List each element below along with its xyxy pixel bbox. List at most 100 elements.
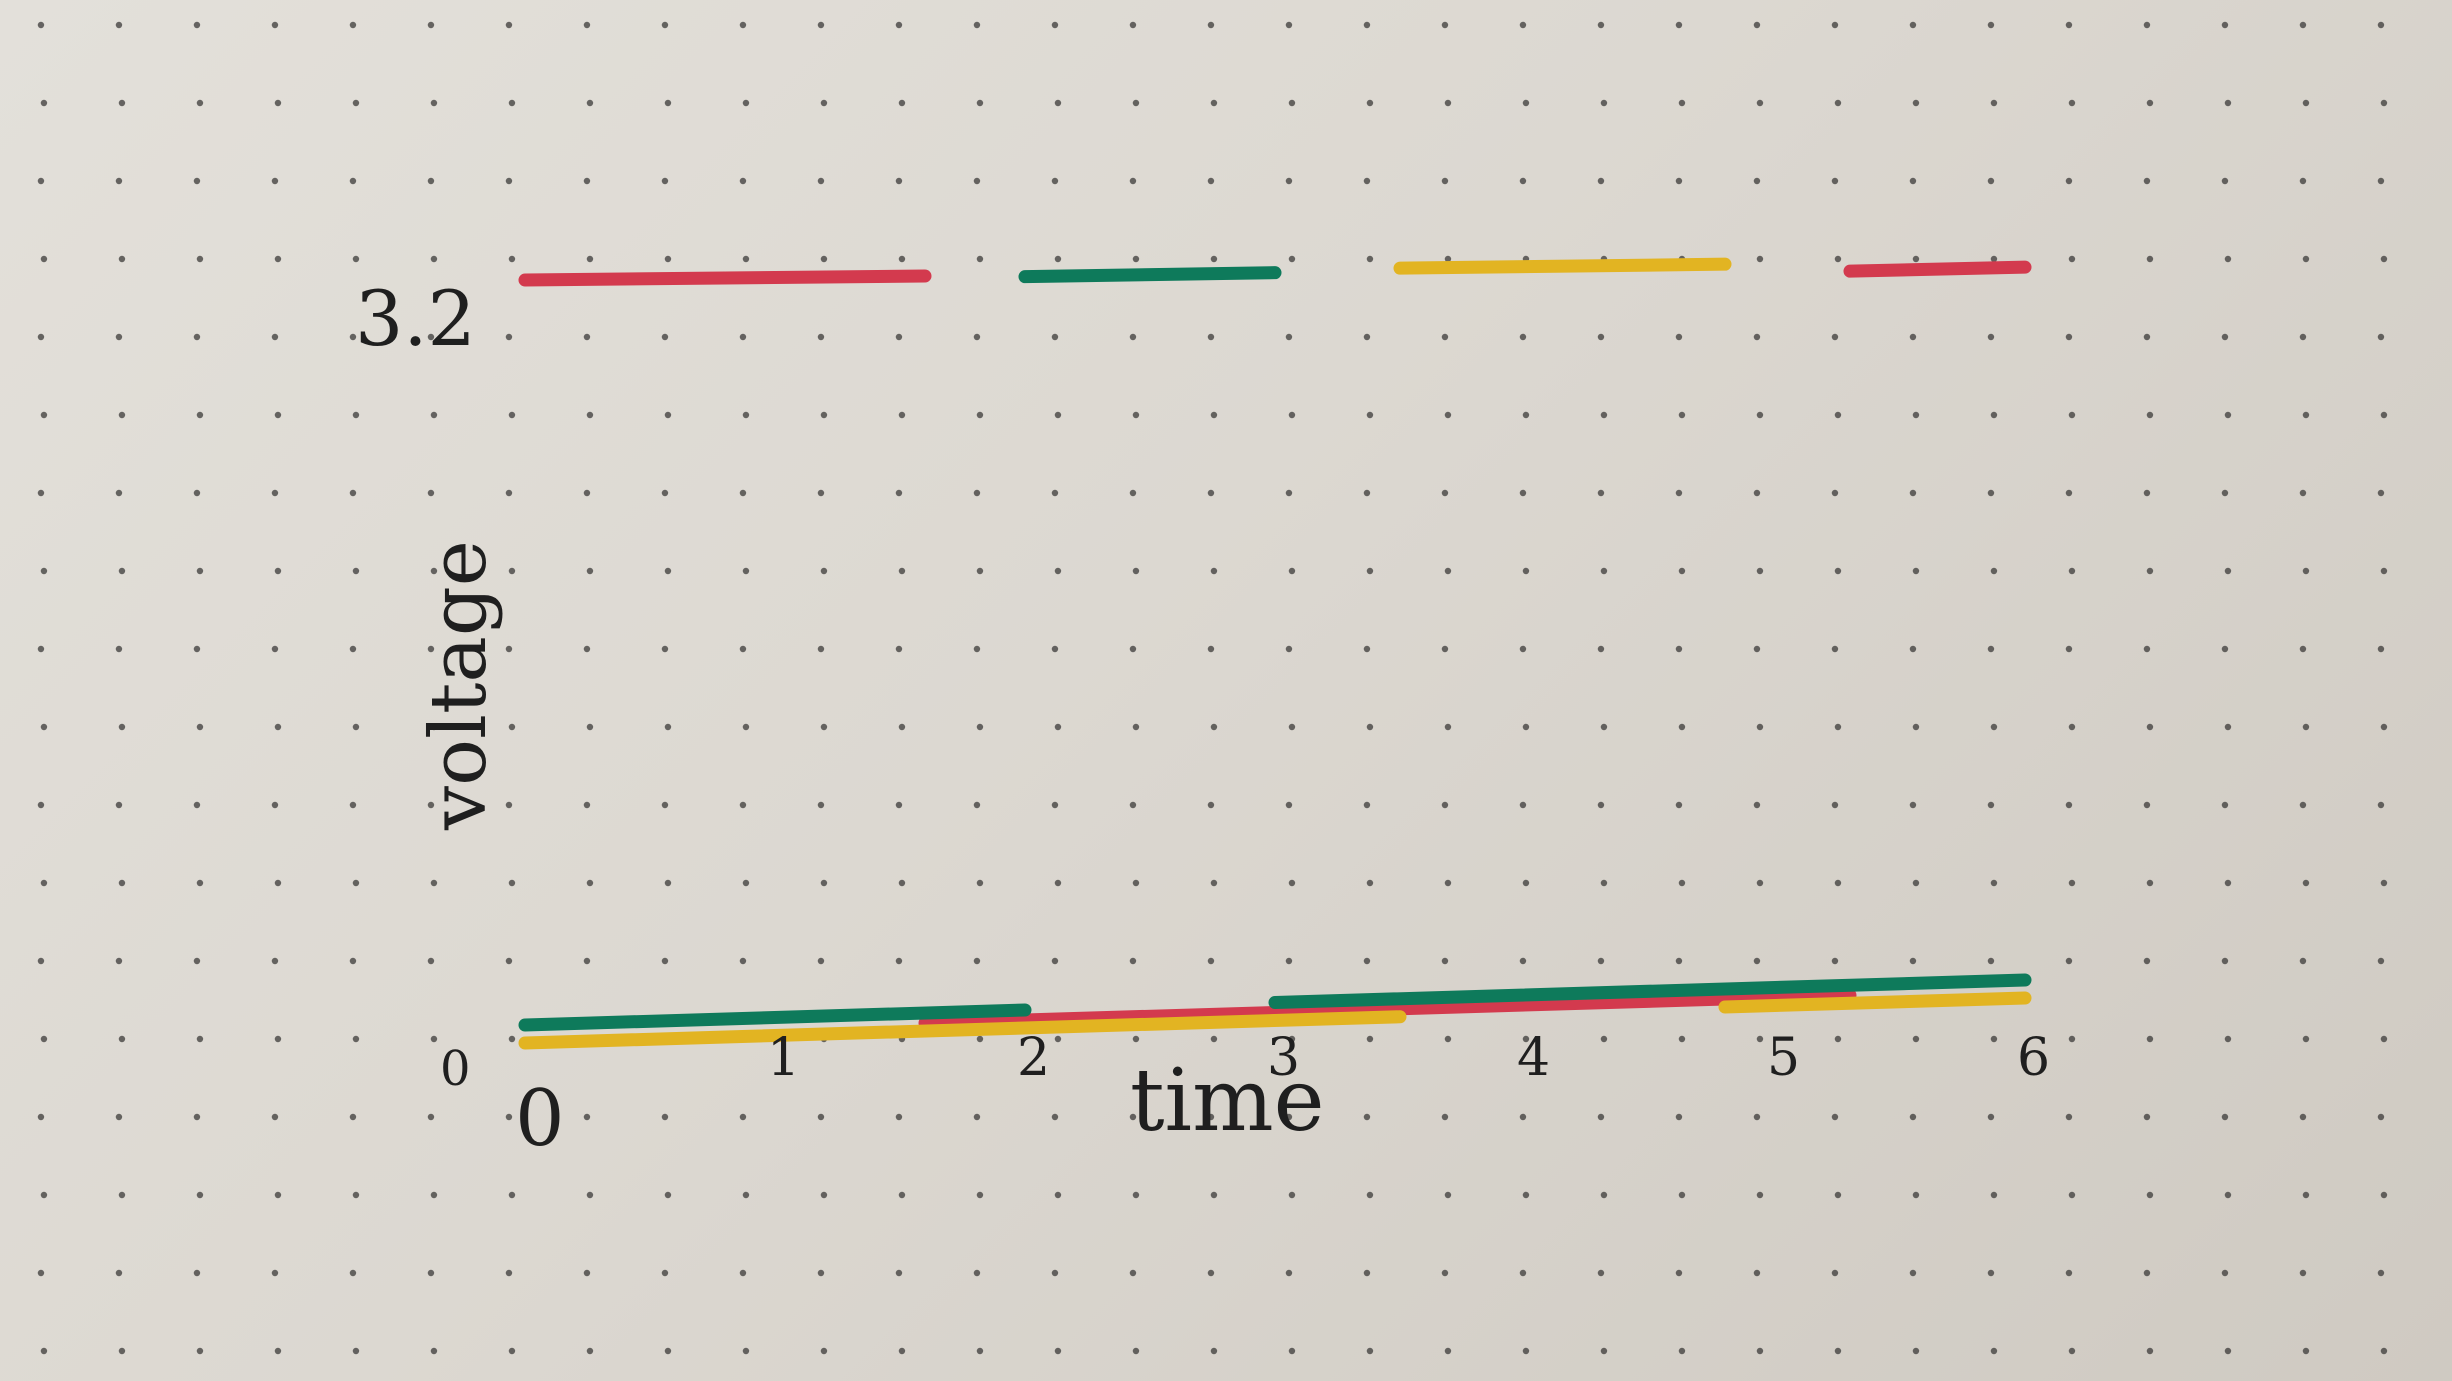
grid-dot <box>508 1347 516 1355</box>
grid-dot <box>2380 567 2388 575</box>
grid-dot <box>817 957 825 965</box>
grid-dot <box>583 21 591 29</box>
grid-dot <box>40 1347 48 1355</box>
grid-dot <box>1756 1191 1764 1199</box>
x-axis-label: time <box>1130 1051 1325 1151</box>
grid-dot <box>1909 645 1917 653</box>
grid-dot <box>820 1191 828 1199</box>
grid-dot <box>193 1269 201 1277</box>
grid-dot <box>739 1113 747 1121</box>
grid-dot <box>427 1269 435 1277</box>
grid-dot <box>1366 1347 1374 1355</box>
grid-dot <box>271 1269 279 1277</box>
grid-dot <box>1207 645 1215 653</box>
grid-dot <box>2068 1191 2076 1199</box>
grid-dot <box>895 645 903 653</box>
grid-dot <box>2377 1269 2385 1277</box>
grid-dot <box>115 801 123 809</box>
grid-dot <box>37 21 45 29</box>
grid-dot <box>1366 723 1374 731</box>
y-axis-label: voltage <box>414 540 504 831</box>
grid-dot <box>1987 21 1995 29</box>
grid-dot <box>898 99 906 107</box>
grid-dot <box>2299 489 2307 497</box>
grid-dot <box>1834 255 1842 263</box>
grid-dot <box>1597 21 1605 29</box>
grid-dot <box>274 567 282 575</box>
grid-dot <box>1912 723 1920 731</box>
grid-dot <box>427 333 435 341</box>
y-tick-label-high: 3.2 <box>355 274 476 363</box>
grid-dot <box>2146 255 2154 263</box>
grid-dot <box>1678 723 1686 731</box>
grid-dot <box>2065 21 2073 29</box>
grid-dot <box>895 489 903 497</box>
grid-dot <box>2302 411 2310 419</box>
grid-dot <box>349 21 357 29</box>
grid-dot <box>1600 879 1608 887</box>
red-low-segment <box>918 988 1857 1030</box>
grid-dot <box>976 879 984 887</box>
grid-dot <box>583 177 591 185</box>
grid-dot <box>196 1035 204 1043</box>
grid-dot <box>1366 411 1374 419</box>
x-tick-label-1: 1 <box>767 1028 800 1088</box>
grid-dot <box>1285 645 1293 653</box>
grid-dot <box>742 567 750 575</box>
grid-dot <box>1129 645 1137 653</box>
grid-dot <box>2299 1269 2307 1277</box>
grid-dot <box>193 177 201 185</box>
grid-dot <box>976 1347 984 1355</box>
grid-dot <box>505 177 513 185</box>
grid-dot <box>1288 99 1296 107</box>
grid-dot <box>1522 411 1530 419</box>
grid-dot <box>583 645 591 653</box>
grid-dot <box>271 645 279 653</box>
grid-dot <box>1753 1113 1761 1121</box>
grid-dot <box>1831 1113 1839 1121</box>
grid-dot <box>427 645 435 653</box>
grid-dot <box>2221 177 2229 185</box>
grid-dot <box>505 1113 513 1121</box>
grid-dot <box>1912 255 1920 263</box>
grid-dot <box>40 1035 48 1043</box>
grid-dot <box>817 1269 825 1277</box>
grid-dot <box>193 957 201 965</box>
grid-dot <box>352 1347 360 1355</box>
x-tick-label-0: 0 <box>515 1074 565 1164</box>
grid-dot <box>2065 957 2073 965</box>
grid-dot <box>1441 1269 1449 1277</box>
grid-dot <box>115 645 123 653</box>
grid-dot <box>508 411 516 419</box>
grid-dot <box>1132 411 1140 419</box>
grid-dot <box>1285 1113 1293 1121</box>
grid-dot <box>118 255 126 263</box>
grid-dot <box>427 957 435 965</box>
grid-dot <box>1519 21 1527 29</box>
grid-dot <box>1831 21 1839 29</box>
grid-dot <box>1207 1113 1215 1121</box>
grid-dot <box>973 333 981 341</box>
grid-dot <box>2068 567 2076 575</box>
grid-dot <box>661 801 669 809</box>
grid-dot <box>349 957 357 965</box>
grid-dot <box>508 567 516 575</box>
grid-dot <box>664 879 672 887</box>
grid-dot <box>1444 411 1452 419</box>
grid-dot <box>274 879 282 887</box>
grid-dot <box>427 21 435 29</box>
grid-dot <box>1678 1347 1686 1355</box>
grid-dot <box>2068 1035 2076 1043</box>
grid-dot <box>1207 957 1215 965</box>
grid-dot <box>430 411 438 419</box>
grid-dot <box>1909 21 1917 29</box>
grid-dot <box>2143 489 2151 497</box>
grid-dot <box>115 1113 123 1121</box>
grid-dot <box>1051 1113 1059 1121</box>
grid-dot <box>1519 177 1527 185</box>
grid-dot <box>1519 1113 1527 1121</box>
grid-dot <box>976 99 984 107</box>
grid-dot <box>1990 879 1998 887</box>
grid-dot <box>1753 489 1761 497</box>
grid-dot <box>115 1269 123 1277</box>
